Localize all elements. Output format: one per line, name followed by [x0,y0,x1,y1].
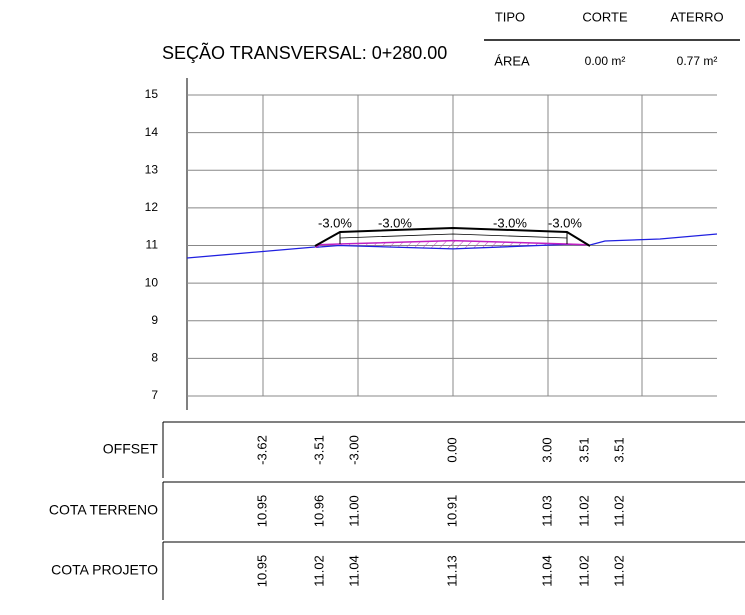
cell: 11.03 [539,495,554,527]
cell: 10.91 [444,495,459,528]
y-tick-label: 15 [145,87,159,101]
cell: 11.04 [539,555,554,587]
cell: 11.02 [576,555,591,587]
slope-label: -3.0% [318,215,352,230]
cell: 3.51 [576,437,591,462]
cell: 0.77 m² [677,54,718,68]
header: CORTE [582,9,628,24]
title: SEÇÃO TRANSVERSAL: 0+280.00 [162,42,447,63]
cell: 3.51 [611,437,626,462]
row-label: OFFSET [103,441,159,457]
pavement [339,233,568,239]
cell: -3.62 [254,435,269,465]
cell: 11.02 [311,555,326,587]
cell: 3.00 [539,437,554,462]
row-label: COTA PROJETO [51,562,158,578]
cell: 11.02 [611,495,626,527]
slope-label: -3.0% [378,215,412,230]
cell: -3.00 [346,435,361,465]
header: ATERRO [670,9,723,24]
cell: -3.51 [311,435,326,465]
terrain-ext [186,246,316,259]
data-table [162,421,745,600]
cell: 10.95 [254,555,269,588]
cell: 10.95 [254,495,269,528]
header: TIPO [495,9,525,24]
cell: 11.13 [444,555,459,587]
y-tick-label: 12 [145,200,159,214]
cell: 11.02 [576,495,591,527]
area-table: TIPO CORTE ATERRO ÁREA 0.00 m² 0.77 m² [484,9,740,68]
y-tick-label: 13 [145,162,159,176]
cell: 11.00 [346,495,361,527]
cell: ÁREA [494,53,530,68]
slope-label: -3.0% [548,215,582,230]
cell: 10.96 [311,495,326,528]
terrain-ext [589,233,718,246]
cell: 0.00 [444,437,459,462]
y-tick-label: 10 [145,275,159,289]
y-tick-label: 11 [146,238,159,252]
y-tick-label: 8 [151,351,158,365]
pavement [314,226,591,247]
cell: 0.00 m² [585,54,626,68]
y-tick-label: 7 [151,388,158,402]
cell: 11.04 [346,555,361,587]
y-tick-label: 14 [145,125,159,139]
cell: 11.02 [611,555,626,587]
slope-label: -3.0% [493,215,527,230]
y-tick-label: 9 [151,313,158,327]
row-label: COTA TERRENO [49,502,158,518]
design-line [315,239,587,249]
